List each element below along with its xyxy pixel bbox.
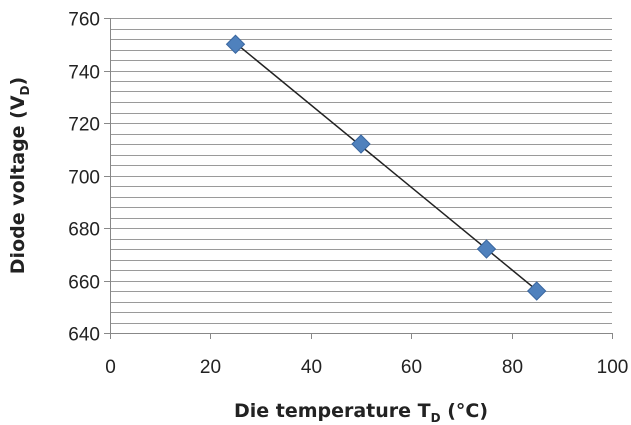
axes xyxy=(104,18,613,339)
y-axis-title: Diode voltage (VD) xyxy=(7,77,32,274)
x-tick-label: 60 xyxy=(401,357,422,378)
x-tick-label: 0 xyxy=(105,357,116,378)
x-axis-title: Die temperature TD (°C) xyxy=(234,400,488,425)
y-tick-label: 680 xyxy=(68,220,100,241)
grid-lines xyxy=(110,18,612,324)
y-tick-label: 640 xyxy=(68,325,100,346)
x-tick-label: 80 xyxy=(502,357,523,378)
x-tick-label: 100 xyxy=(597,357,629,378)
data-point xyxy=(351,134,371,154)
x-tick-label: 20 xyxy=(200,357,221,378)
data-point xyxy=(476,239,497,259)
data-point xyxy=(526,281,547,301)
x-tick-label: 40 xyxy=(301,357,322,378)
y-tick-label: 760 xyxy=(68,10,100,31)
y-tick-label: 700 xyxy=(68,168,100,189)
data-points xyxy=(225,34,547,301)
tick-labels: 640 660 680 700 720 740 760 0 20 40 60 80 100 xyxy=(68,10,628,379)
y-tick-label: 660 xyxy=(68,273,100,294)
data-point xyxy=(225,34,246,54)
y-tick-label: 740 xyxy=(68,63,100,84)
y-tick-label: 720 xyxy=(68,115,100,136)
